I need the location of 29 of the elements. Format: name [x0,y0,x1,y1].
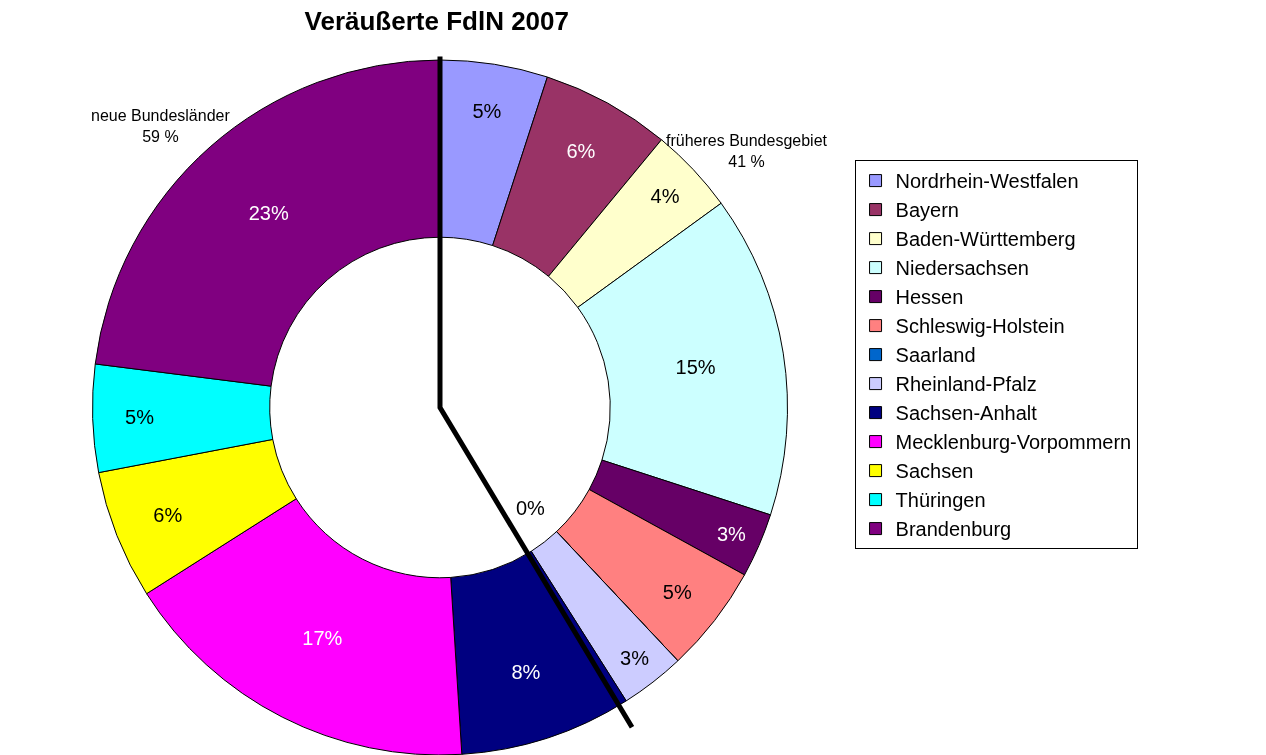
legend-label: Nordrhein-Westfalen [895,170,1079,193]
legend-label: Sachsen [895,460,974,483]
legend-label: Thüringen [895,489,986,512]
data-label: 3% [620,647,650,670]
chart-title: Veräußerte FdlN 2007 [304,5,569,36]
data-label: 4% [650,185,680,208]
data-label: 6% [566,140,596,163]
data-label: 5% [125,405,155,428]
legend-label: Bayern [895,199,959,222]
data-label: 5% [662,580,692,603]
data-label: 3% [716,522,747,545]
data-label: 8% [511,661,541,684]
legend-label: Hessen [895,286,964,309]
text: neue Bundesländer 59 % [91,107,231,145]
data-label: 17% [302,627,343,650]
legend-label: Saarland [895,344,976,367]
legend-label: Mecklenburg-Vorpommern [895,431,1132,454]
legend-label: Brandenburg [895,518,1012,541]
data-label: 15% [675,356,716,378]
legend-label: Niedersachsen [895,257,1029,280]
legend-label: Schleswig-Holstein [895,315,1065,338]
legend-label: Baden-Württemberg [895,228,1076,251]
data-label: 5% [472,99,502,122]
legend-label: Sachsen-Anhalt [895,402,1038,425]
text: früheres Bundesgebiet 41 % [666,132,828,170]
data-label: 6% [153,504,183,527]
text: 0% [516,497,545,519]
legend-label: Rheinland-Pfalz [895,373,1037,396]
data-label: 23% [248,202,289,225]
